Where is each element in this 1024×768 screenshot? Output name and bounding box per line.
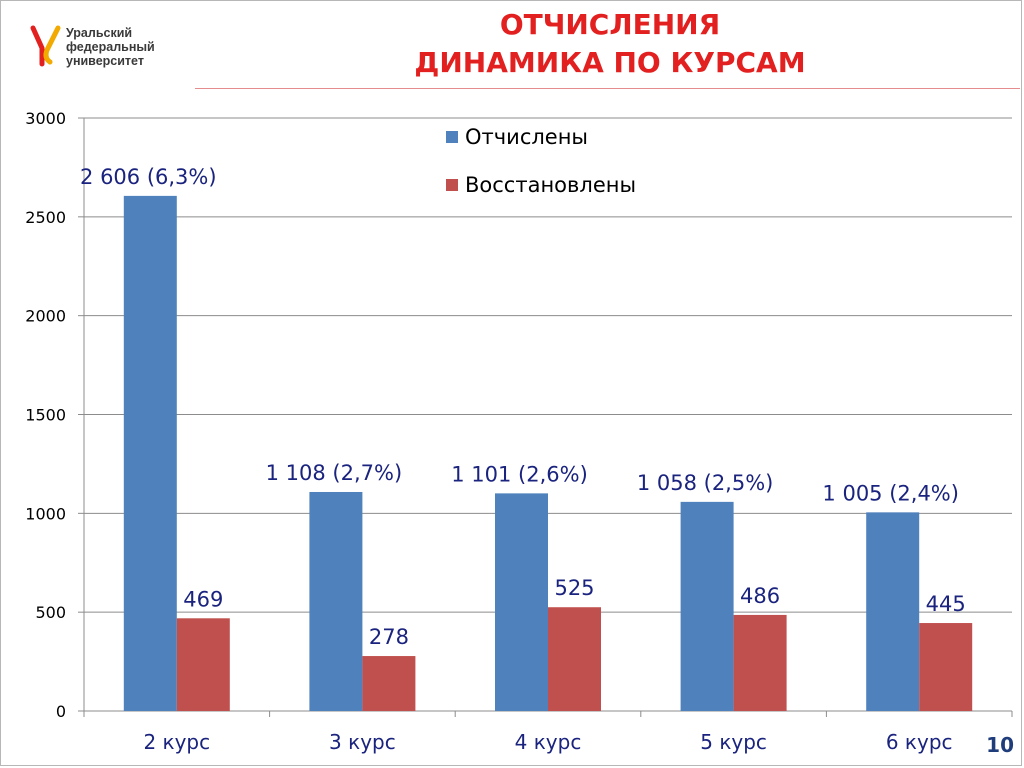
y-tick-label: 3000 (25, 109, 66, 128)
y-tick-label: 2000 (25, 307, 66, 326)
data-label-expelled: 1 058 (2,5%) (637, 471, 774, 495)
x-category-label: 2 курс (143, 730, 210, 754)
y-tick-label: 0 (56, 702, 66, 721)
y-tick-label: 2500 (25, 208, 66, 227)
legend-label-restored: Восстановлены (465, 173, 636, 197)
slide-title: ОТЧИСЛЕНИЯ ДИНАМИКА ПО КУРСАМ (260, 6, 960, 82)
data-label-restored: 525 (554, 576, 594, 600)
title-divider (195, 88, 1020, 89)
data-label-restored: 445 (926, 592, 966, 616)
data-label-expelled: 1 101 (2,6%) (451, 462, 588, 486)
ural-university-logo-icon (30, 25, 61, 67)
data-label-restored: 486 (740, 584, 780, 608)
y-tick-label: 500 (35, 603, 66, 622)
legend-swatch-restored (446, 179, 458, 191)
data-label-restored: 469 (183, 587, 223, 611)
bar-expelled (123, 195, 177, 711)
bar-restored (548, 607, 601, 711)
data-label-restored: 278 (369, 625, 409, 649)
x-category-label: 6 курс (886, 730, 953, 754)
logo-line-3: университет (66, 54, 144, 68)
title-line-2: ДИНАМИКА ПО КУРСАМ (414, 46, 806, 79)
bar-restored (733, 614, 787, 711)
page-number: 10 (986, 733, 1014, 757)
university-logo: Уральский федеральный университет (30, 24, 190, 70)
y-tick-label: 1500 (25, 406, 66, 425)
bar-expelled (680, 501, 734, 711)
data-label-expelled: 2 606 (6,3%) (80, 165, 217, 189)
bar-expelled (495, 493, 548, 711)
bar-restored (176, 618, 230, 711)
logo-line-2: федеральный (66, 40, 155, 54)
legend-swatch-expelled (446, 131, 458, 143)
x-category-label: 5 курс (700, 730, 767, 754)
logo-line-1: Уральский (66, 26, 133, 40)
bar-restored (919, 623, 973, 711)
x-category-label: 4 курс (515, 730, 582, 754)
legend-label-expelled: Отчислены (465, 125, 588, 149)
title-line-1: ОТЧИСЛЕНИЯ (499, 8, 721, 41)
bar-restored (362, 656, 416, 711)
data-label-expelled: 1 005 (2,4%) (822, 481, 959, 505)
y-tick-label: 1000 (25, 504, 66, 523)
bar-expelled (309, 491, 363, 711)
bar-expelled (866, 512, 920, 711)
data-label-expelled: 1 108 (2,7%) (266, 461, 403, 485)
x-category-label: 3 курс (329, 730, 396, 754)
